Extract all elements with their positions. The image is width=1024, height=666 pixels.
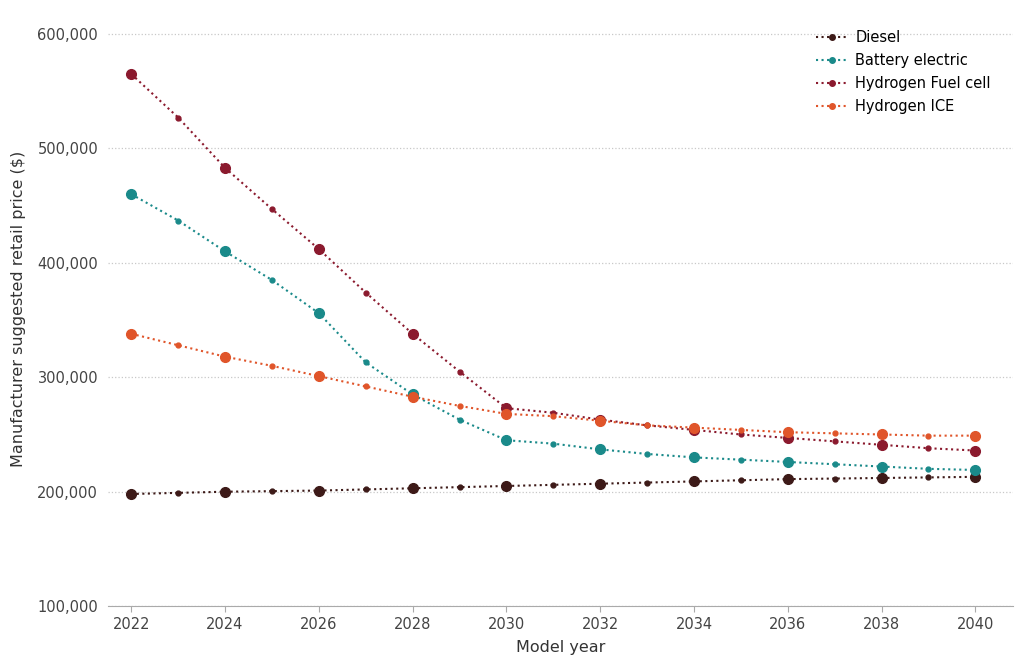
Diesel bbox=[970, 473, 982, 481]
Hydrogen ICE bbox=[876, 430, 888, 438]
Hydrogen ICE bbox=[407, 393, 419, 401]
Battery electric bbox=[501, 436, 513, 444]
Diesel bbox=[501, 482, 513, 490]
Battery electric bbox=[970, 466, 982, 474]
Diesel bbox=[312, 487, 325, 495]
Battery electric bbox=[781, 458, 794, 466]
Diesel bbox=[594, 480, 606, 488]
Diesel bbox=[688, 478, 700, 486]
Hydrogen ICE bbox=[970, 432, 982, 440]
Hydrogen ICE bbox=[312, 372, 325, 380]
Hydrogen ICE bbox=[781, 428, 794, 436]
Hydrogen Fuel cell bbox=[970, 446, 982, 454]
Battery electric bbox=[688, 454, 700, 462]
Hydrogen ICE bbox=[501, 410, 513, 418]
Hydrogen Fuel cell bbox=[312, 245, 325, 253]
Hydrogen ICE bbox=[125, 330, 137, 338]
Battery electric bbox=[594, 446, 606, 454]
Line: Hydrogen ICE: Hydrogen ICE bbox=[126, 329, 980, 440]
Hydrogen Fuel cell bbox=[876, 441, 888, 449]
Hydrogen Fuel cell bbox=[688, 426, 700, 434]
Battery electric bbox=[876, 463, 888, 471]
Hydrogen ICE bbox=[688, 424, 700, 432]
Battery electric bbox=[125, 190, 137, 198]
Battery electric bbox=[312, 309, 325, 317]
Hydrogen Fuel cell bbox=[594, 416, 606, 424]
Line: Hydrogen Fuel cell: Hydrogen Fuel cell bbox=[126, 69, 980, 456]
Diesel bbox=[876, 474, 888, 482]
Line: Battery electric: Battery electric bbox=[126, 189, 980, 475]
Hydrogen Fuel cell bbox=[125, 70, 137, 78]
Hydrogen Fuel cell bbox=[407, 330, 419, 338]
Legend: Diesel, Battery electric, Hydrogen Fuel cell, Hydrogen ICE: Diesel, Battery electric, Hydrogen Fuel … bbox=[810, 25, 996, 120]
Hydrogen Fuel cell bbox=[219, 164, 231, 172]
Battery electric bbox=[407, 390, 419, 398]
Hydrogen ICE bbox=[594, 417, 606, 425]
Diesel bbox=[219, 488, 231, 496]
Hydrogen ICE bbox=[219, 353, 231, 361]
Diesel bbox=[781, 475, 794, 483]
Diesel bbox=[125, 490, 137, 498]
Battery electric bbox=[219, 247, 231, 255]
X-axis label: Model year: Model year bbox=[516, 640, 605, 655]
Hydrogen Fuel cell bbox=[781, 434, 794, 442]
Hydrogen Fuel cell bbox=[501, 404, 513, 412]
Line: Diesel: Diesel bbox=[126, 472, 980, 499]
Diesel bbox=[407, 484, 419, 492]
Y-axis label: Manufacturer suggested retail price ($): Manufacturer suggested retail price ($) bbox=[11, 151, 26, 467]
